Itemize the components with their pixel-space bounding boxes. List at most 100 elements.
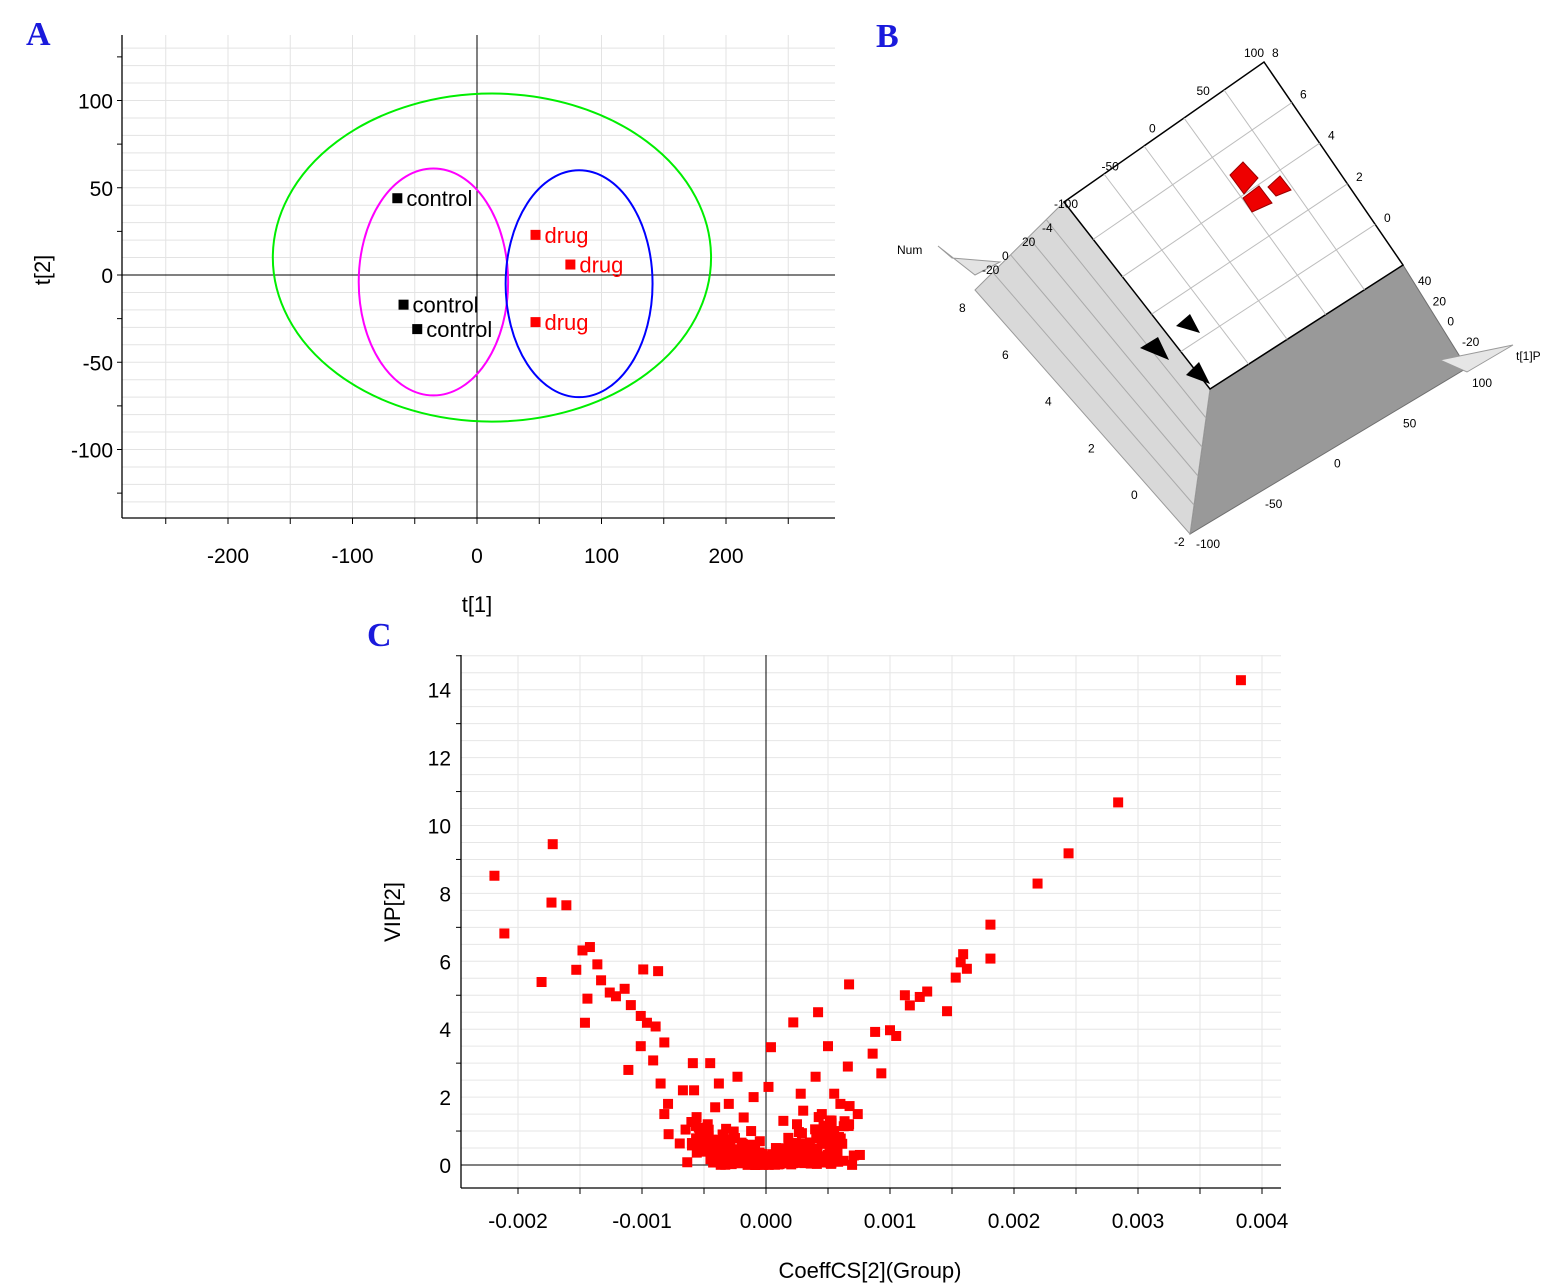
data-point xyxy=(680,1124,691,1135)
data-point xyxy=(778,1115,789,1126)
data-point xyxy=(748,1092,759,1103)
plane-gridlines xyxy=(992,89,1376,506)
data-point xyxy=(677,1085,688,1096)
data-point xyxy=(829,1147,840,1158)
right-edge-tick-label: 40 xyxy=(1418,274,1432,288)
data-point xyxy=(1235,675,1246,686)
point-label: drug xyxy=(545,310,589,335)
drug-marker xyxy=(1267,175,1292,197)
data-point xyxy=(788,1156,799,1167)
data-point xyxy=(796,1128,807,1139)
data-point xyxy=(712,1153,723,1164)
wall-tick-label: 0 xyxy=(1002,249,1009,263)
data-point xyxy=(798,1105,809,1116)
data-point xyxy=(499,928,510,939)
data-point xyxy=(571,964,582,975)
data-point xyxy=(691,1147,702,1158)
data-point xyxy=(844,1101,855,1112)
plane-gridline xyxy=(1223,89,1365,291)
data-point xyxy=(674,1138,685,1149)
data-point xyxy=(838,1121,849,1132)
data-point xyxy=(489,870,500,881)
data-point xyxy=(687,1058,698,1069)
point-label: drug xyxy=(545,223,589,248)
y-tick-label: 50 xyxy=(90,178,113,201)
data-point xyxy=(1063,848,1074,859)
data-point xyxy=(732,1071,743,1082)
data-point xyxy=(693,1122,704,1133)
y-tick-label: 100 xyxy=(78,91,113,114)
x-tick-label: -0.001 xyxy=(612,1210,672,1233)
data-point-drug xyxy=(530,317,541,328)
x-tick-label: 0.001 xyxy=(864,1210,917,1233)
x-tick-label: 0.002 xyxy=(988,1210,1041,1233)
y-tick-label: 0 xyxy=(439,1155,451,1178)
top-edge-tick-label: 50 xyxy=(1197,84,1211,98)
data-point-control xyxy=(412,324,423,335)
wall-tick-label: -4 xyxy=(1042,221,1053,235)
data-point xyxy=(721,1156,732,1167)
data-point xyxy=(723,1098,734,1109)
data-point xyxy=(710,1102,721,1113)
data-point xyxy=(797,1153,808,1164)
data-point xyxy=(736,1137,747,1148)
data-point xyxy=(686,1138,697,1149)
wall-tick-label: 20 xyxy=(1022,235,1036,249)
data-point xyxy=(813,1007,824,1018)
data-point xyxy=(713,1078,724,1089)
data-point xyxy=(579,1017,590,1028)
data-point xyxy=(950,972,961,983)
y-tick-label: 2 xyxy=(439,1087,451,1110)
data-point xyxy=(844,979,855,990)
score-plot-3d-b: Num t[1]P 100500-50-1008642040200-208642… xyxy=(897,46,1541,551)
y-tick-label: 6 xyxy=(439,951,451,974)
data-point xyxy=(695,1133,706,1144)
data-point xyxy=(819,1153,830,1164)
point-label: control xyxy=(413,293,479,318)
data-point-drug xyxy=(530,229,541,240)
data-point xyxy=(659,1109,670,1120)
wall-gridline xyxy=(1010,254,1199,477)
data-point xyxy=(788,1017,799,1028)
axis-title-t1p: t[1]P xyxy=(1516,349,1541,363)
data-point xyxy=(783,1132,794,1143)
drug-marker xyxy=(1242,185,1273,213)
x-tick-label: 100 xyxy=(584,545,619,568)
data-point xyxy=(728,1126,739,1137)
y-tick-label: 8 xyxy=(439,883,451,906)
data-point xyxy=(823,1041,833,1052)
data-point xyxy=(816,1138,827,1149)
data-point xyxy=(582,993,593,1004)
data-point xyxy=(852,1109,863,1120)
data-point xyxy=(754,1147,765,1158)
axis-tick-labels-3d: 100500-50-1008642040200-2086420-2100500-… xyxy=(959,46,1492,551)
data-point xyxy=(650,1021,661,1032)
wall-gridline xyxy=(1028,236,1203,448)
confidence-ellipse xyxy=(504,169,654,399)
point-label: control xyxy=(406,186,472,211)
data-point xyxy=(876,1068,887,1079)
data-point xyxy=(729,1133,740,1144)
data-point xyxy=(584,942,595,953)
wall-gridline xyxy=(1045,219,1207,419)
data-point xyxy=(577,945,588,956)
data-point xyxy=(867,1048,878,1059)
data-point xyxy=(804,1137,815,1148)
x-tick-label: 0.003 xyxy=(1112,1210,1165,1233)
data-point xyxy=(955,957,966,968)
data-point xyxy=(829,1126,840,1137)
data-point xyxy=(835,1098,846,1109)
data-point xyxy=(782,1153,793,1164)
data-point xyxy=(653,966,664,977)
y-axis-label-a: t[2] xyxy=(30,255,55,286)
data-point xyxy=(792,1119,802,1130)
control-marker xyxy=(1140,337,1169,360)
data-point xyxy=(811,1158,822,1169)
data-point xyxy=(848,1150,859,1161)
y-tick-label: 12 xyxy=(428,748,451,771)
data-point xyxy=(547,839,558,850)
data-point-control xyxy=(398,299,409,310)
data-point xyxy=(958,949,969,960)
data-point xyxy=(619,983,630,994)
data-point xyxy=(696,1142,707,1153)
